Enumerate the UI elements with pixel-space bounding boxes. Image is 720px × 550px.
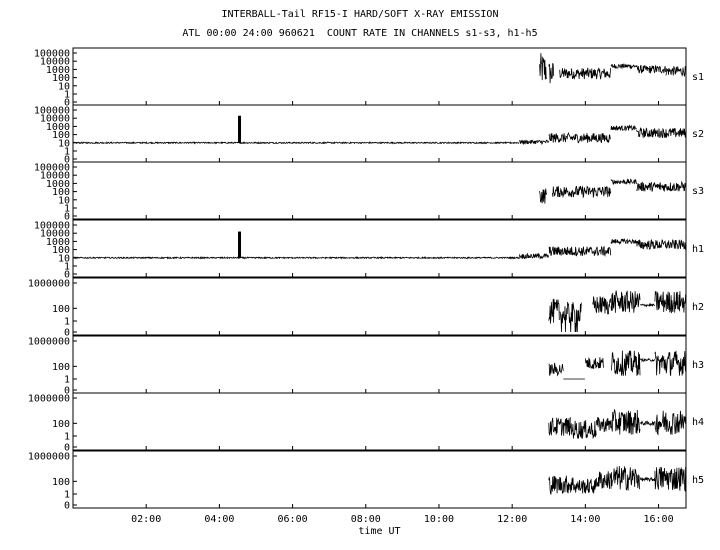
ytick-label: 10000: [40, 171, 70, 182]
chart-title: INTERBALL-Tail RF15-I HARD/SOFT X-RAY EM…: [221, 9, 499, 20]
ytick-label: 0: [64, 270, 70, 281]
ytick-label: 10000: [40, 229, 70, 240]
series-line-h1: [72, 237, 687, 260]
xtick-label: 10:00: [424, 514, 454, 525]
ytick-label: 100000: [34, 49, 70, 60]
ytick-label: 100: [52, 477, 70, 488]
ytick-label: 1: [64, 90, 70, 101]
ytick-label: 1000000: [28, 337, 70, 348]
spike-s2: [238, 115, 242, 143]
series-label-h2: h2: [692, 302, 704, 313]
ytick-label: 1: [64, 490, 70, 501]
xtick-label: 12:00: [497, 514, 527, 525]
xtick-label: 16:00: [643, 514, 673, 525]
ytick-label: 10000: [40, 114, 70, 125]
panel-frame-s3: [72, 161, 687, 220]
ytick-label: 1: [64, 375, 70, 386]
ytick-label: 1000000: [28, 279, 70, 290]
ytick-label: 0: [64, 98, 70, 109]
ytick-label: 1000000: [28, 452, 70, 463]
ytick-label: 1: [64, 432, 70, 443]
series-line-s3: [539, 178, 687, 204]
chart-subtitle: ATL 00:00 24:00 960621 COUNT RATE IN CHA…: [182, 28, 538, 39]
ytick-label: 100: [52, 73, 70, 84]
ytick-label: 1000000: [28, 394, 70, 405]
xtick-label: 02:00: [131, 514, 161, 525]
ytick-label: 10: [58, 81, 70, 92]
ytick-label: 100000: [34, 221, 70, 232]
xtick-label: 04:00: [204, 514, 234, 525]
x-axis-label: time UT: [358, 526, 400, 537]
xtick-label: 08:00: [351, 514, 381, 525]
series-label-s1: s1: [692, 72, 704, 83]
series-label-s2: s2: [692, 129, 704, 140]
ytick-label: 10: [58, 138, 70, 149]
panel-frame-h1: [72, 219, 687, 278]
panel-frame-h4: [72, 392, 687, 451]
ytick-label: 1000: [46, 65, 70, 76]
ytick-label: 1: [64, 262, 70, 273]
ytick-label: 1000: [46, 179, 70, 190]
ytick-label: 0: [64, 501, 70, 512]
ytick-label: 100: [52, 130, 70, 141]
series-line-h2: [548, 290, 686, 333]
ytick-label: 100: [52, 187, 70, 198]
ytick-label: 1000: [46, 237, 70, 248]
ytick-label: 0: [64, 155, 70, 166]
series-label-h5: h5: [692, 475, 704, 486]
ytick-label: 0: [64, 328, 70, 339]
xtick-label: 14:00: [570, 514, 600, 525]
series-line-h4: [548, 409, 686, 440]
series-line-h3: [548, 350, 686, 380]
ytick-label: 100: [52, 245, 70, 256]
series-label-h4: h4: [692, 417, 704, 428]
panel-frame-h5: [72, 450, 687, 509]
ytick-label: 100000: [34, 163, 70, 174]
xtick-label: 06:00: [278, 514, 308, 525]
ytick-label: 100: [52, 419, 70, 430]
ytick-label: 1000: [46, 122, 70, 133]
ytick-label: 1: [64, 147, 70, 158]
panel-frame-h2: [72, 277, 687, 336]
ytick-label: 1: [64, 317, 70, 328]
ytick-label: 0: [64, 386, 70, 397]
spike-h1: [238, 231, 242, 258]
series-label-s3: s3: [692, 186, 704, 197]
ytick-label: 100: [52, 304, 70, 315]
series-label-h1: h1: [692, 244, 704, 255]
ytick-label: 1: [64, 204, 70, 215]
ytick-label: 100000: [34, 106, 70, 117]
ytick-label: 10: [58, 253, 70, 264]
series-line-h5: [548, 465, 686, 495]
panel-frame-s1: [72, 47, 687, 106]
series-line-s1: [539, 53, 686, 84]
series-label-h3: h3: [692, 360, 704, 371]
ytick-label: 10: [58, 195, 70, 206]
ytick-label: 0: [64, 443, 70, 454]
series-line-s2: [72, 124, 687, 145]
ytick-label: 100: [52, 362, 70, 373]
ytick-label: 10000: [40, 57, 70, 68]
ytick-label: 0: [64, 212, 70, 223]
